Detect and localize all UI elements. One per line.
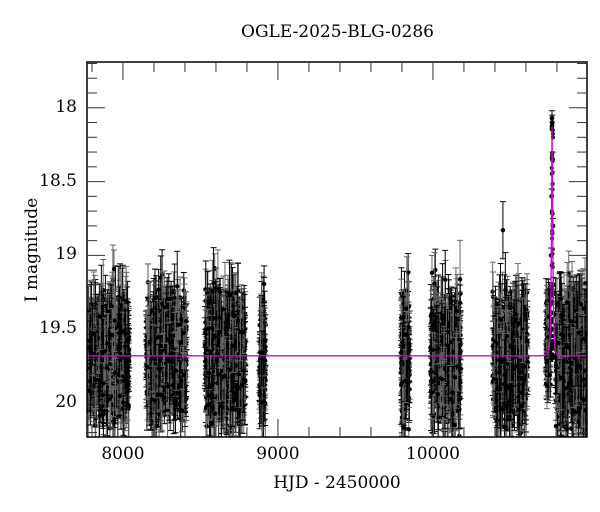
data-points: [87, 110, 587, 437]
y-tick-label: 19.5: [39, 318, 77, 339]
model-curve: [87, 126, 587, 357]
axes-frame: [86, 61, 588, 438]
x-tick-label: 10000: [405, 444, 460, 464]
y-tick-label: 18: [55, 96, 77, 117]
y-tick-label: 19: [55, 244, 77, 265]
y-tick-label: 18.5: [39, 170, 77, 191]
chart-title: OGLE-2025-BLG-0286: [241, 22, 434, 42]
x-tick-label: 8000: [101, 444, 145, 464]
x-axis-label: HJD - 2450000: [273, 473, 401, 493]
x-tick-label: 9000: [256, 444, 300, 464]
y-tick-label: 20: [55, 392, 77, 413]
